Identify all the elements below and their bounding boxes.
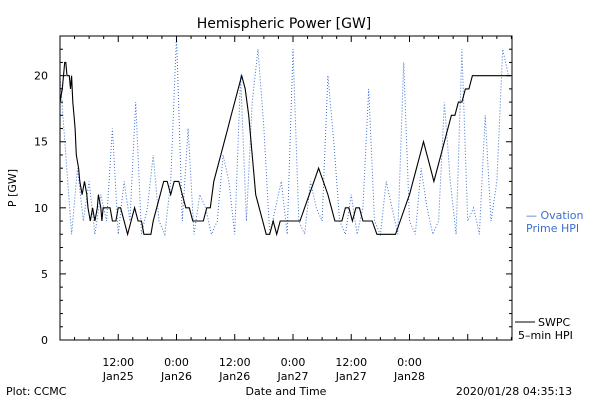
plot-frame xyxy=(59,35,513,341)
legend-swpc-line1: SWPC xyxy=(538,316,570,329)
y-tick-label: 5 xyxy=(41,268,48,281)
series-swpc-line xyxy=(60,61,511,237)
plot-credit: Plot: CCMC xyxy=(6,385,67,398)
series-ovation-line xyxy=(60,36,509,237)
x-tick-date-label: Jan26 xyxy=(218,370,250,383)
x-tick-date-label: Jan28 xyxy=(393,370,425,383)
x-tick-date-label: Jan26 xyxy=(160,370,192,383)
y-tick-label: 0 xyxy=(41,334,48,347)
x-tick-date-label: Jan25 xyxy=(102,370,134,383)
chart-title: Hemispheric Power [GW] xyxy=(197,16,372,32)
y-tick-label: 10 xyxy=(34,202,48,215)
plot-area xyxy=(59,35,513,341)
legend-ovation-line2: Prime HPI xyxy=(526,222,579,235)
timestamp: 2020/01/28 04:35:13 xyxy=(456,385,572,398)
x-tick-time-label: 12:00 xyxy=(219,356,251,369)
x-tick-time-label: 0:00 xyxy=(164,356,189,369)
y-axis-label: P [GW] xyxy=(6,169,19,207)
y-tick-label: 20 xyxy=(34,70,48,83)
x-axis-label: Date and Time xyxy=(246,385,327,398)
x-tick-date-label: Jan27 xyxy=(277,370,309,383)
x-axis: 12:00Jan250:00Jan2612:00Jan260:00Jan2712… xyxy=(59,36,512,383)
x-tick-time-label: 12:00 xyxy=(335,356,367,369)
x-tick-time-label: 0:00 xyxy=(281,356,306,369)
legend-ovation-line1: — Ovation xyxy=(526,209,584,222)
legend-swpc: SWPC 5–min HPI xyxy=(515,316,573,342)
y-axis: 0 5 10 15 20 xyxy=(34,35,512,347)
legend-swpc-line2: 5–min HPI xyxy=(518,329,573,342)
x-tick-time-label: 12:00 xyxy=(102,356,134,369)
legend-ovation: — Ovation Prime HPI xyxy=(526,209,584,235)
x-tick-date-label: Jan27 xyxy=(335,370,367,383)
y-tick-label: 15 xyxy=(34,136,48,149)
x-tick-time-label: 0:00 xyxy=(397,356,422,369)
